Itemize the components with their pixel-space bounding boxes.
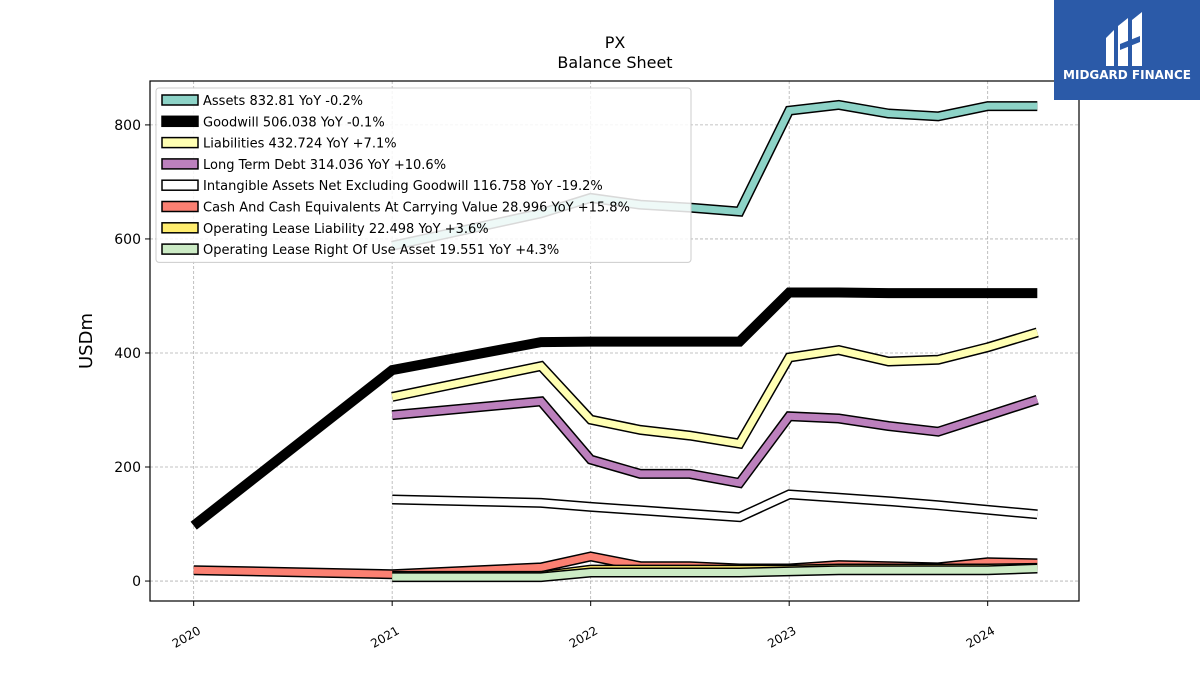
- legend-item: Long Term Debt 314.036 YoY +10.6%: [161, 158, 446, 173]
- legend-label: Operating Lease Right Of Use Asset 19.55…: [203, 243, 559, 258]
- legend-swatch: [161, 94, 199, 106]
- x-tick-label: 2024: [964, 623, 997, 650]
- legend-swatch: [161, 115, 199, 128]
- legend-item: Operating Lease Right Of Use Asset 19.55…: [161, 243, 559, 258]
- series-line: [391, 396, 1039, 487]
- y-tick-label: 600: [114, 232, 141, 248]
- legend-box: [155, 87, 692, 263]
- legend-swatch: [161, 243, 199, 255]
- series-lines: [190, 99, 1039, 583]
- y-tick-label: 200: [114, 460, 141, 476]
- series-intangible-assets-net-excluding-goodwill: [392, 489, 1038, 523]
- legend-swatch: [161, 222, 199, 234]
- midgard-finance-logo-icon: [1106, 12, 1142, 66]
- legend-label: Goodwill 506.038 YoY -0.1%: [203, 115, 385, 130]
- x-axis: 2020 2021 2022 2023 2024: [170, 601, 997, 651]
- series-line: [392, 565, 1038, 581]
- x-tick-label: 2020: [170, 623, 203, 650]
- legend-item: Goodwill 506.038 YoY -0.1%: [161, 115, 385, 130]
- legend-label: Assets 832.81 YoY -0.2%: [203, 94, 363, 109]
- series-liabilities: [391, 327, 1039, 450]
- series-line: [391, 329, 1039, 448]
- legend-swatch: [161, 136, 199, 149]
- legend-label: Operating Lease Liability 22.498 YoY +3.…: [203, 222, 489, 237]
- y-tick-label: 400: [114, 346, 141, 362]
- y-tick-label: 800: [114, 118, 141, 134]
- legend-swatch: [161, 158, 199, 170]
- legend-label: Cash And Cash Equivalents At Carrying Va…: [203, 201, 630, 216]
- legend-label: Intangible Assets Net Excluding Goodwill…: [203, 179, 603, 194]
- chart-subtitle: Balance Sheet: [557, 53, 672, 72]
- x-tick-label: 2023: [765, 623, 798, 650]
- x-tick-label: 2021: [368, 623, 401, 650]
- brand-logo: MIDGARD FINANCE: [1054, 0, 1200, 100]
- legend-swatch: [161, 179, 199, 191]
- series-line: [392, 490, 1038, 521]
- legend-item: Assets 832.81 YoY -0.2%: [161, 94, 363, 109]
- y-axis: 0 200 400 600 800: [114, 118, 150, 590]
- series-operating-lease-right-of-use-asset: [392, 563, 1038, 583]
- y-tick-label: 0: [132, 574, 141, 590]
- x-tick-label: 2022: [567, 623, 600, 650]
- series-long-term-debt: [391, 394, 1039, 489]
- plot-frame: [149, 80, 1080, 602]
- legend-item: Liabilities 432.724 YoY +7.1%: [161, 136, 397, 152]
- legend-item: Cash And Cash Equivalents At Carrying Va…: [161, 200, 630, 216]
- series-goodwill: [190, 287, 1038, 530]
- legend-swatch: [161, 200, 199, 213]
- legend: Assets 832.81 YoY -0.2% Goodwill 506.038 …: [155, 87, 692, 263]
- y-axis-label: USDm: [76, 313, 97, 369]
- brand-name: MIDGARD FINANCE: [1063, 68, 1191, 82]
- chart-title: PX: [605, 33, 626, 52]
- legend-item: Operating Lease Liability 22.498 YoY +3.…: [161, 222, 489, 237]
- legend-item: Intangible Assets Net Excluding Goodwill…: [161, 179, 603, 194]
- series-line: [190, 287, 1038, 530]
- legend-label: Liabilities 432.724 YoY +7.1%: [203, 137, 397, 152]
- legend-label: Long Term Debt 314.036 YoY +10.6%: [203, 158, 446, 173]
